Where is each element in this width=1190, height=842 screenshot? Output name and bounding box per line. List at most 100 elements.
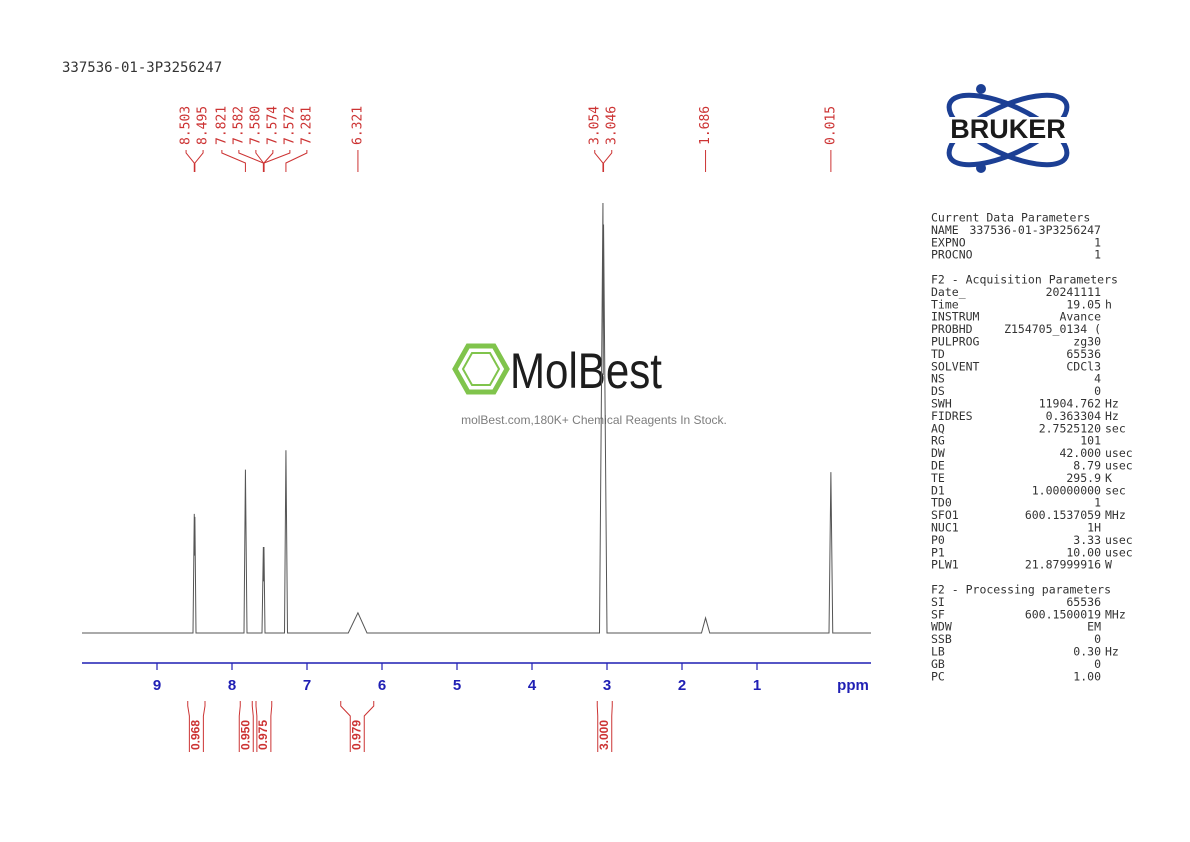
param-unit: K [1105,471,1112,485]
param-value: 11904.762 [1039,397,1101,411]
x-tick-label: 8 [228,677,236,694]
watermark-hexagon [461,352,501,386]
param-value: 1 [1094,235,1101,249]
param-name: LB [931,645,945,659]
param-unit: usec [1105,545,1133,559]
param-value: 0 [1094,384,1101,398]
peak-leader [285,150,308,172]
param-name: WDW [931,620,952,634]
x-tick-label: 4 [528,677,537,694]
param-name: P1 [931,545,945,559]
param-value: Z154705_0134 ( [1004,322,1101,336]
param-name: TD0 [931,496,952,510]
peak-label: 7.582 [231,106,246,145]
param-name: Time [931,297,959,311]
param-value: 0 [1094,632,1101,646]
section-title: F2 - Acquisition Parameters [931,273,1118,287]
param-value: 0.30 [1073,645,1101,659]
param-value: 1 [1094,496,1101,510]
param-value: 10.00 [1066,545,1101,559]
param-unit: Hz [1105,645,1119,659]
watermark-brand: MolBest [510,343,662,399]
param-name: SI [931,595,945,609]
peak-label: 7.821 [214,106,229,145]
param-name: GB [931,657,945,671]
param-name: SFO1 [931,508,959,522]
param-value: 600.1537059 [1025,508,1101,522]
watermark-tagline: molBest.com,180K+ Chemical Reagents In S… [461,413,727,427]
logo-dot [976,163,986,173]
param-name: PC [931,669,945,683]
integral-label: 0.968 [189,720,203,750]
param-name: EXPNO [931,235,966,249]
param-value: 0 [1094,657,1101,671]
x-tick-label: 5 [453,677,461,694]
logo-dot [976,84,986,94]
logo-orbit [946,92,1070,168]
peak-leader [194,150,204,172]
peak-leader [221,150,246,172]
param-name: SOLVENT [931,359,980,373]
peak-leader [594,150,604,172]
integral-bracket [340,701,375,752]
param-value: 1 [1094,248,1101,262]
param-unit: h [1105,297,1112,311]
param-name: PLW1 [931,558,959,572]
section-title: Current Data Parameters [931,211,1090,225]
param-name: P0 [931,533,945,547]
param-value: 2.7525120 [1039,421,1101,435]
spectrum-trace [82,202,871,634]
param-name: NUC1 [931,521,959,535]
param-name: NS [931,372,945,386]
param-name: Date_ [931,285,966,299]
integral-bracket [238,701,254,752]
param-name: DW [931,446,945,460]
param-value: 295.9 [1066,471,1101,485]
param-value: EM [1087,620,1101,634]
param-value: 19.05 [1066,297,1101,311]
sample-title: 337536-01-3P3256247 [62,60,222,76]
peak-label: 7.572 [282,106,297,145]
x-tick-label: 7 [303,677,311,694]
param-value: 65536 [1066,595,1101,609]
param-name: RG [931,434,945,448]
x-tick-label: 9 [153,677,161,694]
peak-label: 6.321 [350,106,365,145]
param-value: 1.00 [1073,669,1101,683]
peak-label: 3.054 [587,106,602,145]
x-tick-label: 1 [753,677,761,694]
param-unit: usec [1105,533,1133,547]
peak-leader [238,150,264,172]
param-unit: usec [1105,459,1133,473]
logo-orbit [946,92,1070,168]
watermark-hexagon [452,343,510,395]
peak-leader [603,150,613,172]
param-value: 600.1500019 [1025,607,1101,621]
bruker-logo: BRUKER [924,84,1092,173]
param-name: PROCNO [931,248,973,262]
param-name: D1 [931,483,945,497]
param-value: zg30 [1073,335,1101,349]
param-name: SF [931,607,945,621]
integral-bracket [187,701,206,752]
param-name: AQ [931,421,945,435]
param-value: CDCl3 [1066,359,1101,373]
logo-band [924,117,1092,143]
param-unit: Hz [1105,409,1119,423]
param-value: 8.79 [1073,459,1101,473]
integral-label: 3.000 [597,720,611,750]
param-unit: Hz [1105,397,1119,411]
param-value: 101 [1080,434,1101,448]
param-value: 21.87999916 [1025,558,1101,572]
param-value: 1.00000000 [1032,483,1101,497]
integral-label: 0.975 [256,720,270,750]
integral-label: 0.979 [349,720,363,750]
peak-leader [185,150,195,172]
peak-label: 0.015 [823,106,838,145]
param-name: DS [931,384,945,398]
param-name: PROBHD [931,322,973,336]
integral-bracket [596,701,613,752]
